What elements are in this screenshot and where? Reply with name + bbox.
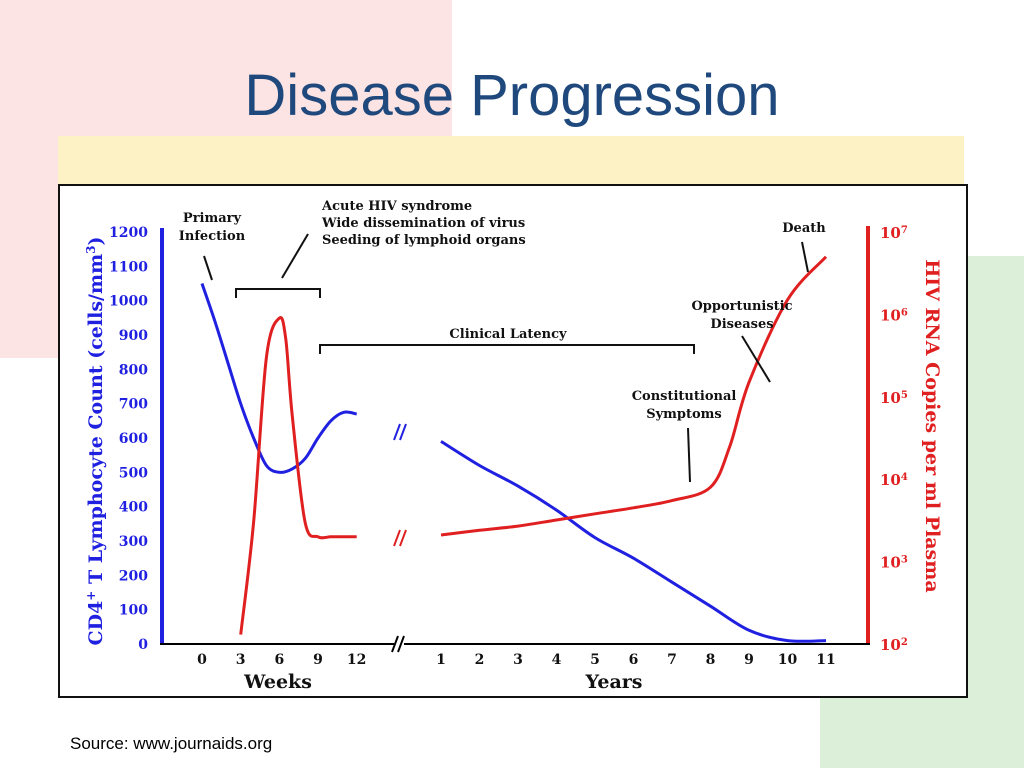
right-tick-label: 107 (880, 224, 908, 242)
pointer-constitutional-symptoms (687, 427, 691, 483)
pointer-acute-hiv (281, 233, 309, 279)
right-tick-label: 102 (880, 636, 908, 654)
right-tick-label: 103 (880, 554, 908, 572)
x-tick-label-weeks: 3 (236, 652, 246, 668)
right-tick-label: 106 (880, 306, 908, 324)
x-axis-ticks: 0 3 6 9 12 1 2 3 4 5 6 7 8 9 10 11 (197, 652, 836, 668)
x-tick-label-years: 9 (744, 652, 754, 668)
annotation-opportunistic-diseases: Opportunistic Diseases (691, 299, 792, 332)
cd4-line-years (440, 440, 827, 643)
pointer-primary-infection (203, 255, 213, 281)
x-axis-break-mark-2 (397, 635, 405, 653)
x-axis-break-mark-1 (391, 635, 399, 653)
x-tick-label-years: 10 (778, 652, 798, 668)
chart-frame: 0 100 200 300 400 500 600 700 800 900 1000 1100 1200… (58, 184, 968, 698)
x-tick-label-weeks: 12 (347, 652, 366, 668)
x-tick-label-years: 11 (816, 652, 835, 668)
left-tick-label: 1000 (109, 294, 148, 310)
left-tick-label: 500 (119, 465, 148, 481)
annotation-acute-hiv: Acute HIV syndrome Wide dissemination of … (321, 199, 526, 248)
annotation-clinical-latency: Clinical Latency (449, 327, 567, 342)
right-axis-title: HIV RNA Copies per ml Plasma (921, 259, 943, 592)
x-tick-label-years: 7 (667, 652, 677, 668)
rna-break-mark (393, 529, 407, 547)
pointer-opportunistic-diseases (741, 335, 771, 383)
x-tick-label-years: 6 (629, 652, 639, 668)
left-tick-label: 800 (119, 362, 148, 378)
x-tick-label-years: 5 (590, 652, 600, 668)
left-tick-label: 300 (119, 534, 148, 550)
x-tick-label-years: 4 (552, 652, 562, 668)
x-tick-label-years: 8 (706, 652, 716, 668)
left-tick-label: 0 (138, 637, 148, 653)
x-axis-label-weeks: Weeks (243, 671, 312, 693)
right-tick-label: 104 (880, 471, 908, 489)
x-axis-label-years: Years (584, 671, 642, 693)
pointer-death (801, 241, 809, 273)
left-tick-label: 1200 (109, 225, 148, 241)
left-tick-label: 700 (119, 397, 148, 413)
x-tick-label-weeks: 9 (313, 652, 323, 668)
source-citation: Source: www.journaids.org (70, 734, 273, 753)
chart-svg: 0100200300400500600700800900100011001200… (84, 199, 943, 693)
bracket-clinical-latency (319, 344, 695, 354)
left-axis-ticks: 0 100 200 300 400 500 600 700 800 900 1000 1100 1200 (109, 225, 148, 653)
cd4-line-weeks (200, 283, 357, 474)
background-yellow-band (58, 136, 964, 188)
annotation-constitutional-symptoms: Constitutional Symptoms (632, 389, 737, 422)
x-tick-label-weeks: 0 (197, 652, 207, 668)
bracket-acute-period (235, 288, 321, 298)
annotation-death: Death (782, 221, 826, 236)
left-tick-label: 900 (119, 328, 148, 344)
annotation-primary-infection: Primary Infection (179, 211, 246, 244)
x-tick-label-weeks: 6 (274, 652, 284, 668)
left-tick-label: 100 (119, 603, 148, 619)
rna-line-weeks (239, 316, 357, 635)
x-tick-label-years: 1 (436, 652, 446, 668)
right-axis-ticks: 102 103 104 105 106 107 (880, 224, 908, 654)
cd4-break-mark (393, 423, 407, 441)
left-axis-title: CD4+ T Lymphocyte Count (cells/mm3) (84, 236, 107, 645)
left-tick-label: 600 (119, 431, 148, 447)
left-tick-label: 200 (119, 568, 148, 584)
series-layer (200, 255, 828, 643)
slide-title: Disease Progression (244, 63, 780, 128)
rna-line-years (440, 255, 828, 537)
right-tick-label: 105 (880, 389, 908, 407)
left-tick-label: 400 (119, 500, 148, 516)
x-tick-label-years: 2 (475, 652, 485, 668)
left-tick-label: 1100 (109, 259, 148, 275)
x-tick-label-years: 3 (513, 652, 523, 668)
